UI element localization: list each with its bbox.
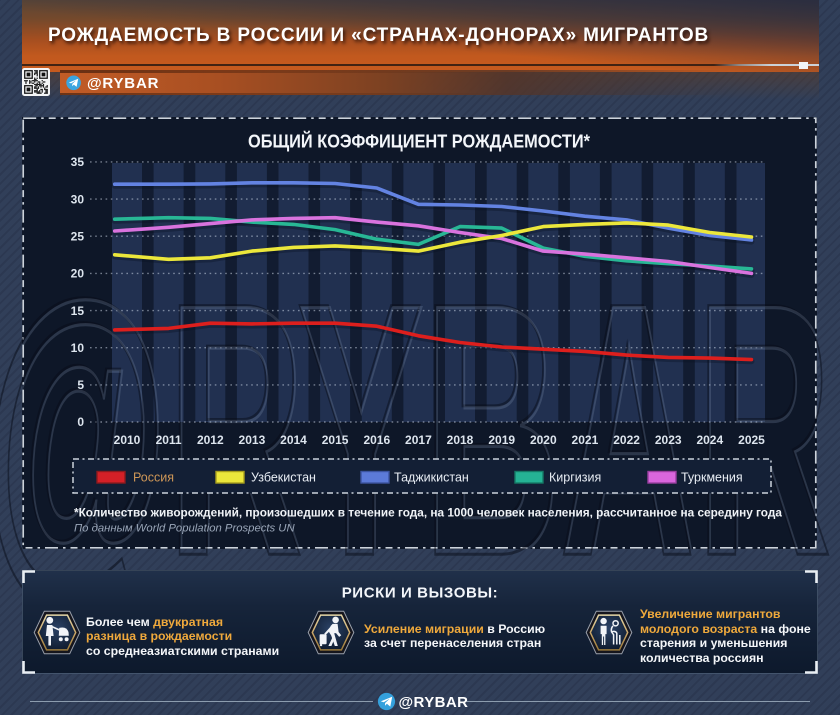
svg-text:5: 5 [77,378,84,392]
svg-text:2013: 2013 [239,433,266,447]
svg-text:35: 35 [71,155,85,169]
svg-text:2018: 2018 [447,433,474,447]
svg-text:*Количество живорождений, прои: *Количество живорождений, произошедших в… [74,506,782,520]
svg-text:2019: 2019 [488,433,515,447]
svg-text:Таджикистан: Таджикистан [394,471,469,485]
svg-text:@RYBAR: @RYBAR [0,228,832,632]
svg-text:По данным World Population Pro: По данным World Population Prospects UN [74,523,295,535]
svg-text:25: 25 [71,229,85,243]
svg-text:РИСКИ И ВЫЗОВЫ:: РИСКИ И ВЫЗОВЫ: [342,585,499,602]
svg-text:15: 15 [71,304,85,318]
svg-text:@RYBAR: @RYBAR [399,694,469,711]
svg-text:2020: 2020 [530,433,557,447]
svg-text:ОБЩИЙ КОЭФФИЦИЕНТ РОЖДАЕМОСТИ*: ОБЩИЙ КОЭФФИЦИЕНТ РОЖДАЕМОСТИ* [248,131,591,152]
svg-text:Киргизия: Киргизия [549,471,601,485]
svg-text:2022: 2022 [613,433,640,447]
svg-text:2010: 2010 [114,433,141,447]
svg-text:Россия: Россия [133,471,174,485]
svg-text:Туркмения: Туркмения [681,471,743,485]
svg-text:Узбекистан: Узбекистан [251,471,316,485]
svg-text:2012: 2012 [197,433,224,447]
svg-text:@RYBAR: @RYBAR [0,230,834,634]
svg-text:0: 0 [77,415,84,429]
svg-text:2017: 2017 [405,433,432,447]
svg-text:20: 20 [71,267,85,281]
svg-text:2015: 2015 [322,433,349,447]
svg-text:@RYBAR: @RYBAR [87,75,159,92]
svg-text:30: 30 [71,192,85,206]
svg-text:2021: 2021 [572,433,599,447]
svg-text:10: 10 [71,341,85,355]
svg-text:2025: 2025 [738,433,765,447]
svg-text:2011: 2011 [156,433,182,447]
svg-text:2014: 2014 [280,433,307,447]
svg-text:2024: 2024 [696,433,723,447]
svg-text:2023: 2023 [655,433,682,447]
svg-text:2016: 2016 [363,433,390,447]
